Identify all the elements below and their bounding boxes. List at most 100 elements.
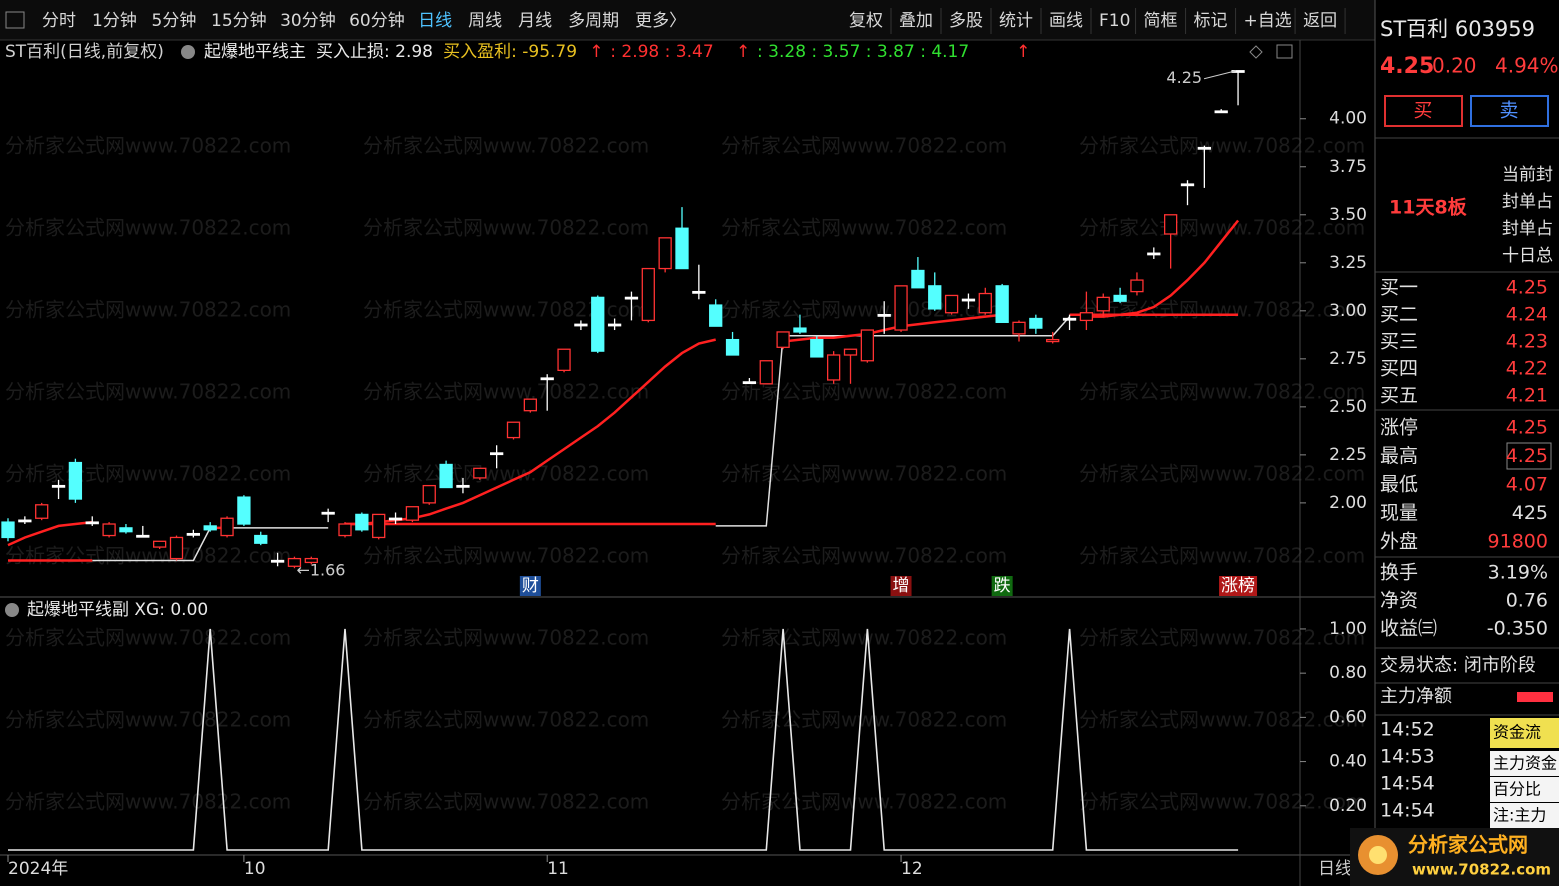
toolbar-item[interactable]: 15分钟 [211,11,267,31]
chart-title: ST百利(日线,前复权) [5,42,164,62]
panel-cell [1490,777,1559,802]
watermark: 分析家公式网www.70822.com [363,544,649,568]
candle-body [860,329,874,362]
indicator-icon[interactable] [181,45,195,59]
sidebar-text: 4.25 [1506,417,1548,439]
candle-body [456,484,470,488]
watermark: 分析家公式网www.70822.com [5,134,291,158]
candle-body [574,323,588,327]
watermark: 分析家公式网www.70822.com [5,216,291,240]
candle-body [1197,146,1211,150]
toolbar-item[interactable]: 5分钟 [152,11,197,31]
event-badge[interactable] [519,576,541,596]
sell-button[interactable] [1470,95,1549,127]
watermark: 分析家公式网www.70822.com [5,626,291,650]
indicator-icon[interactable] [5,603,19,617]
toolbar-item[interactable]: 简框 [1144,11,1178,31]
sidebar-text: 14:54 [1380,800,1435,822]
y-tick-label: 2.50 [1329,397,1367,417]
candle-body [1113,294,1127,302]
sidebar-text: ST百利 603959 [1380,17,1535,41]
candle-body [372,513,386,539]
logo-text: 分析家公式网 [1408,833,1528,857]
sidebar-text: 资金流 [1493,723,1541,742]
sidebar-text: 收益㈢ [1380,618,1437,640]
price-mark: 4.25 [1166,68,1202,87]
toolbar-item[interactable]: 周线 [468,11,502,31]
sub-title: 起爆地平线副 XG: 0.00 [27,600,208,620]
sidebar-text: 换手 [1380,562,1418,584]
toolbar-item[interactable]: 标记 [1194,11,1228,31]
candle-body [995,285,1009,323]
sidebar-text: 14:53 [1380,746,1435,768]
candle-body [506,421,521,439]
sidebar-text: 425 [1512,502,1548,524]
candle-body [641,267,655,322]
sidebar-text: 11天8板 [1389,196,1468,219]
toolbar-item[interactable]: 更多〉 [635,11,686,31]
toolbar-item[interactable]: +自选 [1244,11,1292,31]
sidebar-text: 4.23 [1506,331,1548,353]
toolbar-item[interactable]: 60分钟 [349,11,405,31]
price-arrow [1203,70,1237,80]
toolbar-item[interactable]: 日线 [418,11,452,31]
candle-body [1,521,15,539]
toolbar-item[interactable]: 画线 [1049,11,1083,31]
toolbar-item[interactable]: F10 [1099,11,1130,31]
sidebar-text: 买五 [1380,385,1418,407]
event-label: 财 [522,576,539,596]
candle-body [152,540,167,548]
toolbar-item[interactable]: 统计 [999,11,1033,31]
sidebar-text: 4.22 [1506,358,1548,380]
indicator-line [7,219,1240,547]
sidebar-text: 4.24 [1506,304,1548,326]
icon[interactable] [1276,44,1293,59]
candle-body [928,285,942,310]
watermark: 分析家公式网www.70822.com [363,626,649,650]
sidebar-text: 外盘 [1380,531,1418,553]
sidebar-text: 买 [1413,100,1432,122]
candle-body [1164,214,1178,235]
event-badge[interactable] [890,576,912,596]
logo-url: www.70822.com [1412,861,1551,879]
x-tick-label: 2024年 [8,859,68,879]
event-badge[interactable] [1219,576,1258,596]
sidebar-text: 14:54 [1380,773,1435,795]
toolbar-item[interactable]: 多周期 [568,11,619,31]
candle-body [102,523,116,537]
candle-body [759,360,773,385]
candle-body [1147,252,1161,256]
candle-body [540,377,554,381]
sidebar-text: 现量 [1380,502,1418,524]
watermark: 分析家公式网www.70822.com [1079,462,1365,486]
candle-body [321,511,335,515]
toolbar-item[interactable]: 返回 [1303,11,1337,31]
panel-cell [1490,803,1559,828]
candle-body [658,237,672,270]
toolbar-item[interactable]: 分时 [42,11,76,31]
toolbar-item[interactable]: 复权 [849,11,883,31]
sidebar-text: 4.94% [1495,54,1559,78]
candle-body [793,327,807,333]
candle-body [270,559,285,563]
toolbar-item[interactable]: 30分钟 [280,11,336,31]
legend-item: ↑ [736,42,750,62]
icon[interactable] [1249,45,1263,59]
price-mark: ←1.66 [296,561,345,580]
toolbar-item[interactable]: 1分钟 [92,11,137,31]
toolbar-item[interactable]: 月线 [518,11,552,31]
toolbar-item[interactable]: 多股 [949,11,983,31]
watermark: 分析家公式网www.70822.com [721,544,1007,568]
sidebar-text: 涨停 [1380,417,1418,439]
x-axis-label: 日线 [1318,859,1352,879]
event-badge[interactable] [991,576,1013,596]
y-tick-label: 3.25 [1329,253,1367,273]
buy-button[interactable] [1384,95,1463,127]
logo-icon [1369,846,1387,864]
toolbar-icon[interactable] [5,11,25,29]
candle-body [810,338,824,358]
candle-body [119,527,133,533]
toolbar-item[interactable]: 叠加 [899,11,933,31]
candle-body [591,296,605,352]
